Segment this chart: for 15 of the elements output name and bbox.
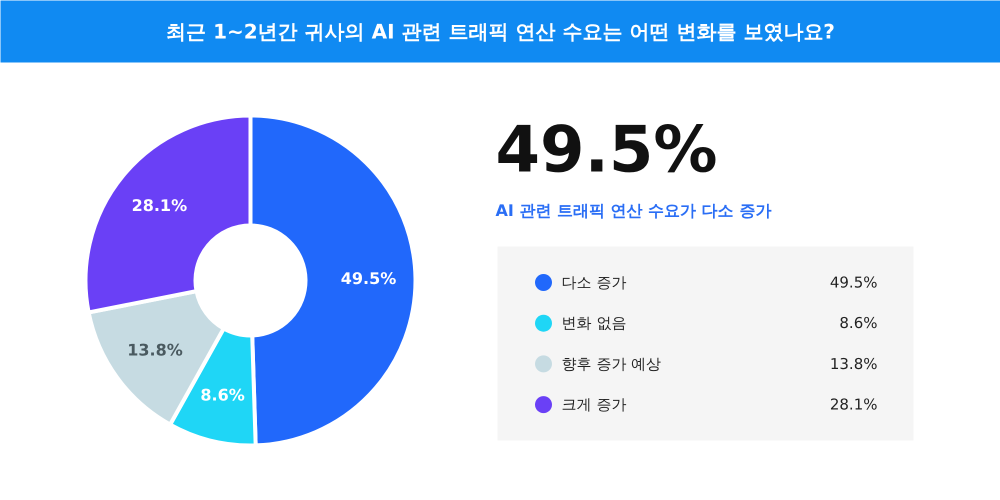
text: 49.5%: [830, 274, 878, 292]
chart-title: 최근 1~2년간 귀사의 AI 관련 트래픽 연산 수요는 어떤 변화를 보였나요?: [166, 20, 835, 44]
data-label: 8.6%: [200, 386, 245, 405]
legend-label: 향후 증가 예상: [562, 354, 662, 373]
text: 13.8%: [830, 354, 878, 373]
text: AI 관련 트래픽 연산 수요가 다소 증가: [496, 201, 772, 220]
legend-label: 변화 없음: [562, 314, 626, 332]
data-label: 13.8%: [127, 340, 183, 360]
legend-label: 다소 증가: [562, 274, 626, 292]
text: 49.5%: [496, 114, 718, 188]
text: 28.1%: [830, 396, 878, 414]
data-label: 28.1%: [132, 196, 188, 216]
data-label: 49.5%: [340, 269, 396, 288]
legend-label: 크게 증가: [562, 396, 626, 414]
text: 8.6%: [839, 314, 878, 332]
